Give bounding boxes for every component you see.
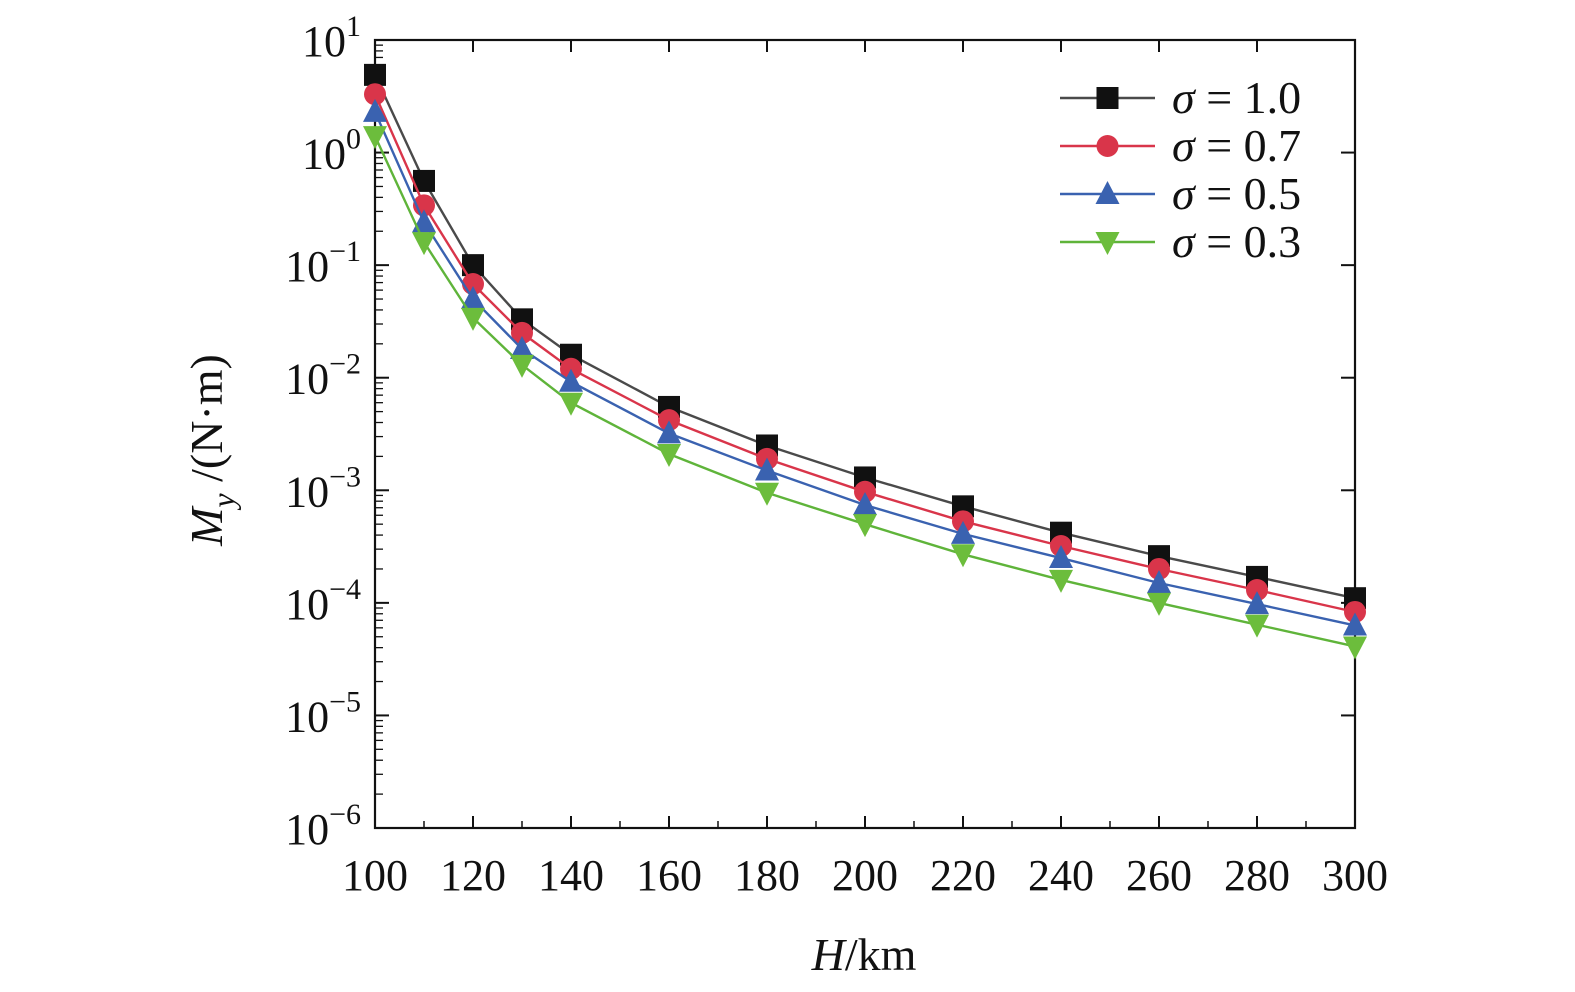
data-point — [364, 63, 386, 86]
y-tick-label: 10−3 — [285, 460, 361, 516]
x-tick-label: 180 — [734, 851, 800, 900]
legend-label: σ = 0.3 — [1172, 216, 1301, 267]
data-point — [1344, 600, 1366, 623]
data-point — [853, 514, 877, 538]
data-point — [854, 480, 876, 503]
data-point — [461, 286, 485, 310]
y-tick-label: 100 — [302, 123, 361, 179]
data-point — [413, 169, 435, 192]
legend: σ = 1.0σ = 0.7σ = 0.5σ = 0.3 — [1060, 72, 1301, 267]
data-point — [1246, 579, 1268, 602]
data-point — [510, 354, 534, 378]
legend-item: σ = 0.5 — [1060, 168, 1301, 219]
x-tick-label: 140 — [538, 851, 604, 900]
legend-item: σ = 1.0 — [1060, 72, 1301, 123]
data-point — [511, 321, 533, 344]
x-tick-label: 120 — [440, 851, 506, 900]
legend-label: σ = 0.5 — [1172, 168, 1301, 219]
x-axis-title: H/km — [811, 929, 917, 980]
data-point — [951, 520, 975, 544]
series-4 — [363, 126, 1367, 660]
y-tick-label: 10−4 — [285, 573, 361, 629]
data-point — [755, 482, 779, 506]
y-tick-label: 10−6 — [285, 798, 361, 854]
data-point — [412, 232, 436, 256]
data-point — [1245, 614, 1269, 638]
legend-marker — [1096, 135, 1119, 157]
data-point — [364, 83, 386, 106]
y-tick-label: 10−5 — [285, 685, 361, 741]
data-point — [657, 444, 681, 468]
y-axis-title: My /(N·m) — [181, 354, 241, 547]
data-point — [1343, 612, 1367, 636]
x-tick-label: 100 — [342, 851, 408, 900]
data-point — [1049, 545, 1073, 569]
data-point — [363, 98, 387, 122]
series-layer — [363, 63, 1367, 660]
data-point — [1147, 570, 1171, 594]
legend-label: σ = 1.0 — [1172, 72, 1301, 123]
data-point — [1245, 591, 1269, 615]
data-point — [461, 307, 485, 331]
data-point — [1148, 557, 1170, 580]
x-tick-label: 260 — [1126, 851, 1192, 900]
data-point — [462, 254, 484, 277]
x-tick-label: 300 — [1322, 851, 1388, 900]
legend-item: σ = 0.3 — [1060, 216, 1301, 267]
data-point — [951, 544, 975, 568]
x-tick-label: 240 — [1028, 851, 1094, 900]
data-point — [1343, 636, 1367, 660]
legend-label: σ = 0.7 — [1172, 120, 1301, 171]
data-point — [1049, 569, 1073, 593]
y-tick-label: 10−2 — [285, 348, 361, 404]
legend-marker — [1095, 181, 1120, 204]
data-point — [510, 335, 534, 359]
legend-marker — [1095, 232, 1120, 255]
data-point — [853, 492, 877, 516]
x-tick-label: 160 — [636, 851, 702, 900]
legend-marker — [1096, 87, 1119, 109]
y-tick-label: 10−1 — [285, 235, 361, 291]
data-point — [755, 457, 779, 481]
data-point — [657, 420, 681, 444]
data-point — [1147, 592, 1171, 616]
x-tick-label: 220 — [930, 851, 996, 900]
y-tick-label: 101 — [302, 10, 361, 66]
legend-item: σ = 0.7 — [1060, 120, 1301, 171]
data-point — [658, 409, 680, 432]
x-tick-label: 200 — [832, 851, 898, 900]
x-axis-ticks: 100 120 140 160 180 200 220 240 260 280 300 — [342, 40, 1388, 900]
x-tick-label: 280 — [1224, 851, 1290, 900]
data-point — [559, 392, 583, 416]
series-3 — [363, 98, 1367, 636]
data-point — [559, 368, 583, 392]
data-point — [363, 126, 387, 150]
